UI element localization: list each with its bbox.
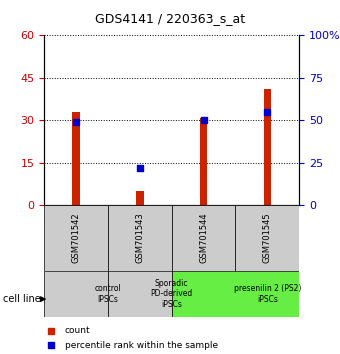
Bar bbox=[200, 118, 207, 205]
Bar bbox=[136, 191, 143, 205]
Text: GSM701542: GSM701542 bbox=[72, 213, 81, 263]
Text: GSM701543: GSM701543 bbox=[135, 213, 144, 263]
Text: GSM701545: GSM701545 bbox=[263, 213, 272, 263]
Point bbox=[201, 118, 206, 123]
Bar bbox=[172, 205, 235, 271]
Point bbox=[73, 119, 79, 125]
Bar bbox=[44, 271, 108, 317]
Text: GSM701544: GSM701544 bbox=[199, 213, 208, 263]
Bar bbox=[235, 205, 299, 271]
Text: control
IPSCs: control IPSCs bbox=[95, 284, 121, 303]
Text: cell line: cell line bbox=[3, 294, 41, 304]
Text: count: count bbox=[65, 326, 90, 336]
Bar bbox=[172, 271, 299, 317]
Text: percentile rank within the sample: percentile rank within the sample bbox=[65, 341, 218, 350]
Bar bbox=[108, 271, 172, 317]
Bar bbox=[44, 205, 108, 271]
Point bbox=[265, 109, 270, 115]
Text: Sporadic
PD-derived
iPSCs: Sporadic PD-derived iPSCs bbox=[151, 279, 193, 309]
Point bbox=[137, 165, 142, 171]
Text: presenilin 2 (PS2)
iPSCs: presenilin 2 (PS2) iPSCs bbox=[234, 284, 301, 303]
Point bbox=[48, 328, 54, 334]
Bar bbox=[72, 112, 80, 205]
Bar bbox=[108, 205, 172, 271]
Text: GDS4141 / 220363_s_at: GDS4141 / 220363_s_at bbox=[95, 12, 245, 25]
Bar bbox=[264, 89, 271, 205]
Point bbox=[48, 342, 54, 348]
